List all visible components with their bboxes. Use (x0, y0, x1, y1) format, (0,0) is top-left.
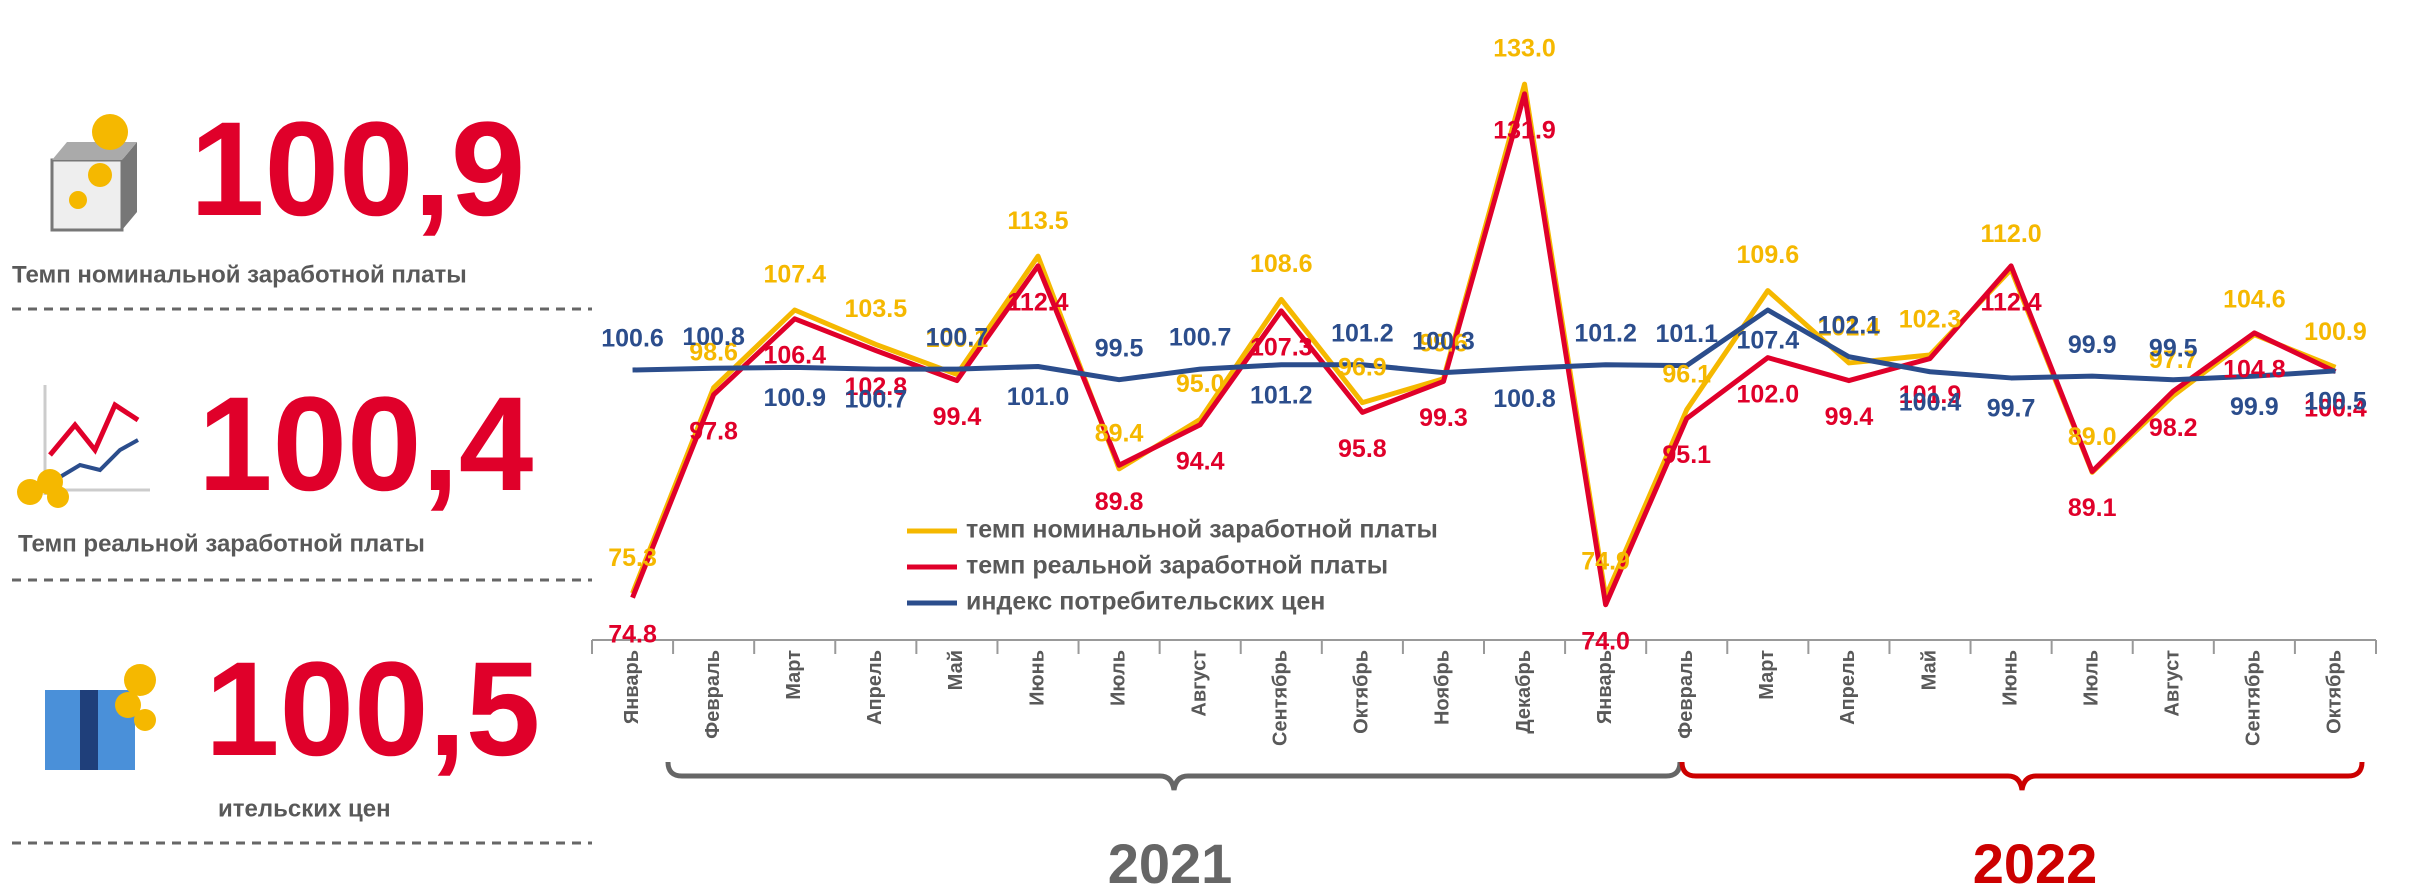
value-label: 107.4 (1737, 327, 1800, 355)
x-tick-label: Апрель (1837, 650, 1859, 725)
value-label: 107.3 (1250, 333, 1313, 361)
kpi-label: ительских цен (218, 795, 391, 822)
value-label: 112.4 (1007, 288, 1068, 316)
value-label: 100.7 (845, 386, 908, 414)
value-label: 99.3 (1419, 404, 1468, 432)
value-label: 89.8 (1095, 488, 1144, 516)
value-label: 100.5 (2304, 387, 2367, 415)
value-label: 100.8 (682, 323, 745, 351)
value-label: 95.0 (1176, 370, 1225, 398)
value-label: 101.2 (1331, 319, 1394, 347)
x-tick-label: Июнь (1999, 650, 2021, 706)
kpi-value: 100,9 (190, 95, 525, 244)
value-label: 101.0 (1007, 383, 1070, 411)
value-label: 106.4 (763, 341, 826, 369)
value-label: 99.9 (2230, 393, 2279, 421)
x-tick-label: Июль (1107, 650, 1129, 706)
value-label: 99.9 (2068, 331, 2117, 359)
x-tick-label: Март (1756, 650, 1778, 700)
value-label: 89.4 (1095, 419, 1144, 447)
x-tick-label: Июль (2080, 650, 2102, 706)
kpi-value: 100,5 (205, 635, 540, 784)
x-tick-label: Ноябрь (1432, 650, 1454, 725)
kpi-label: Темп номинальной заработной платы (12, 261, 467, 288)
x-tick-label: Январь (621, 650, 643, 724)
x-tick-label: Декабрь (1513, 650, 1535, 734)
x-tick-label: Октябрь (1351, 650, 1373, 734)
legend-label: темп реальной заработной платы (966, 552, 1388, 580)
value-label: 113.5 (1007, 207, 1068, 235)
icon-gift (45, 664, 156, 770)
value-label: 131.9 (1493, 116, 1556, 144)
value-label: 89.0 (2068, 423, 2117, 451)
value-label: 112.4 (1980, 288, 2041, 316)
x-tick-label: Август (2162, 650, 2184, 717)
value-label: 99.5 (2149, 334, 2198, 362)
icon-box (52, 114, 137, 230)
x-tick-label: Февраль (1675, 650, 1697, 739)
legend-label: темп номинальной заработной платы (966, 516, 1438, 544)
value-label: 102.1 (1818, 311, 1881, 339)
value-label: 74.0 (1581, 627, 1630, 655)
value-label: 100.3 (1412, 327, 1475, 355)
x-tick-label: Август (1188, 650, 1210, 717)
value-label: 100.8 (1493, 385, 1556, 413)
kpi-label: Темп реальной заработной платы (18, 530, 425, 557)
value-label: 102.0 (1737, 380, 1800, 408)
value-label: 99.4 (1825, 403, 1874, 431)
x-tick-label: Апрель (864, 650, 886, 725)
value-label: 101.2 (1574, 319, 1637, 347)
value-label: 98.2 (2149, 414, 2198, 442)
value-label: 104.8 (2223, 356, 2286, 384)
legend-label: индекс потребительских цен (966, 588, 1325, 616)
value-label: 100.7 (926, 324, 989, 352)
icon-graph (17, 385, 150, 508)
x-tick-label: Октябрь (2324, 650, 2346, 734)
value-label: 95.1 (1662, 441, 1711, 469)
value-label: 74.9 (1581, 547, 1630, 575)
value-label: 100.9 (763, 384, 826, 412)
value-label: 96.1 (1662, 360, 1711, 388)
value-label: 100.4 (1899, 388, 1962, 416)
value-label: 96.9 (1338, 353, 1387, 381)
value-label: 102.3 (1899, 306, 1962, 334)
value-label: 108.6 (1250, 250, 1313, 278)
value-label: 112.0 (1980, 220, 2041, 248)
bracket-2021 (668, 762, 1680, 790)
value-label: 100.6 (601, 325, 664, 353)
x-tick-label: Сентябрь (1270, 650, 1292, 746)
value-label: 75.3 (608, 544, 657, 572)
value-label: 99.5 (1095, 334, 1144, 362)
year-label: 2022 (1973, 832, 2098, 889)
x-tick-label: Март (783, 650, 805, 700)
bracket-2022 (1682, 762, 2362, 790)
x-tick-label: Май (1918, 650, 1940, 690)
value-label: 103.5 (845, 295, 908, 323)
value-label: 99.4 (933, 403, 982, 431)
x-tick-label: Июнь (1026, 650, 1048, 706)
infographic: 100,9 Темп номинальной заработной платы … (0, 0, 2412, 889)
value-label: 107.4 (763, 261, 826, 289)
value-label: 89.1 (2068, 494, 2117, 522)
value-label: 100.9 (2304, 318, 2367, 346)
x-tick-label: Февраль (702, 650, 724, 739)
value-label: 97.8 (689, 417, 738, 445)
value-label: 104.6 (2223, 285, 2286, 313)
value-label: 74.8 (608, 620, 657, 648)
kpi-value: 100,4 (198, 370, 533, 519)
value-label: 99.7 (1987, 395, 2036, 423)
value-label: 101.1 (1655, 320, 1718, 348)
x-tick-label: Май (945, 650, 967, 690)
value-label: 100.7 (1169, 324, 1232, 352)
value-label: 95.8 (1338, 435, 1387, 463)
year-label: 2021 (1108, 832, 1233, 889)
value-label: 94.4 (1176, 447, 1225, 475)
value-label: 101.2 (1250, 381, 1313, 409)
x-tick-label: Январь (1594, 650, 1616, 724)
value-label: 109.6 (1737, 241, 1800, 269)
x-tick-label: Сентябрь (2243, 650, 2265, 746)
value-label: 133.0 (1493, 35, 1556, 63)
